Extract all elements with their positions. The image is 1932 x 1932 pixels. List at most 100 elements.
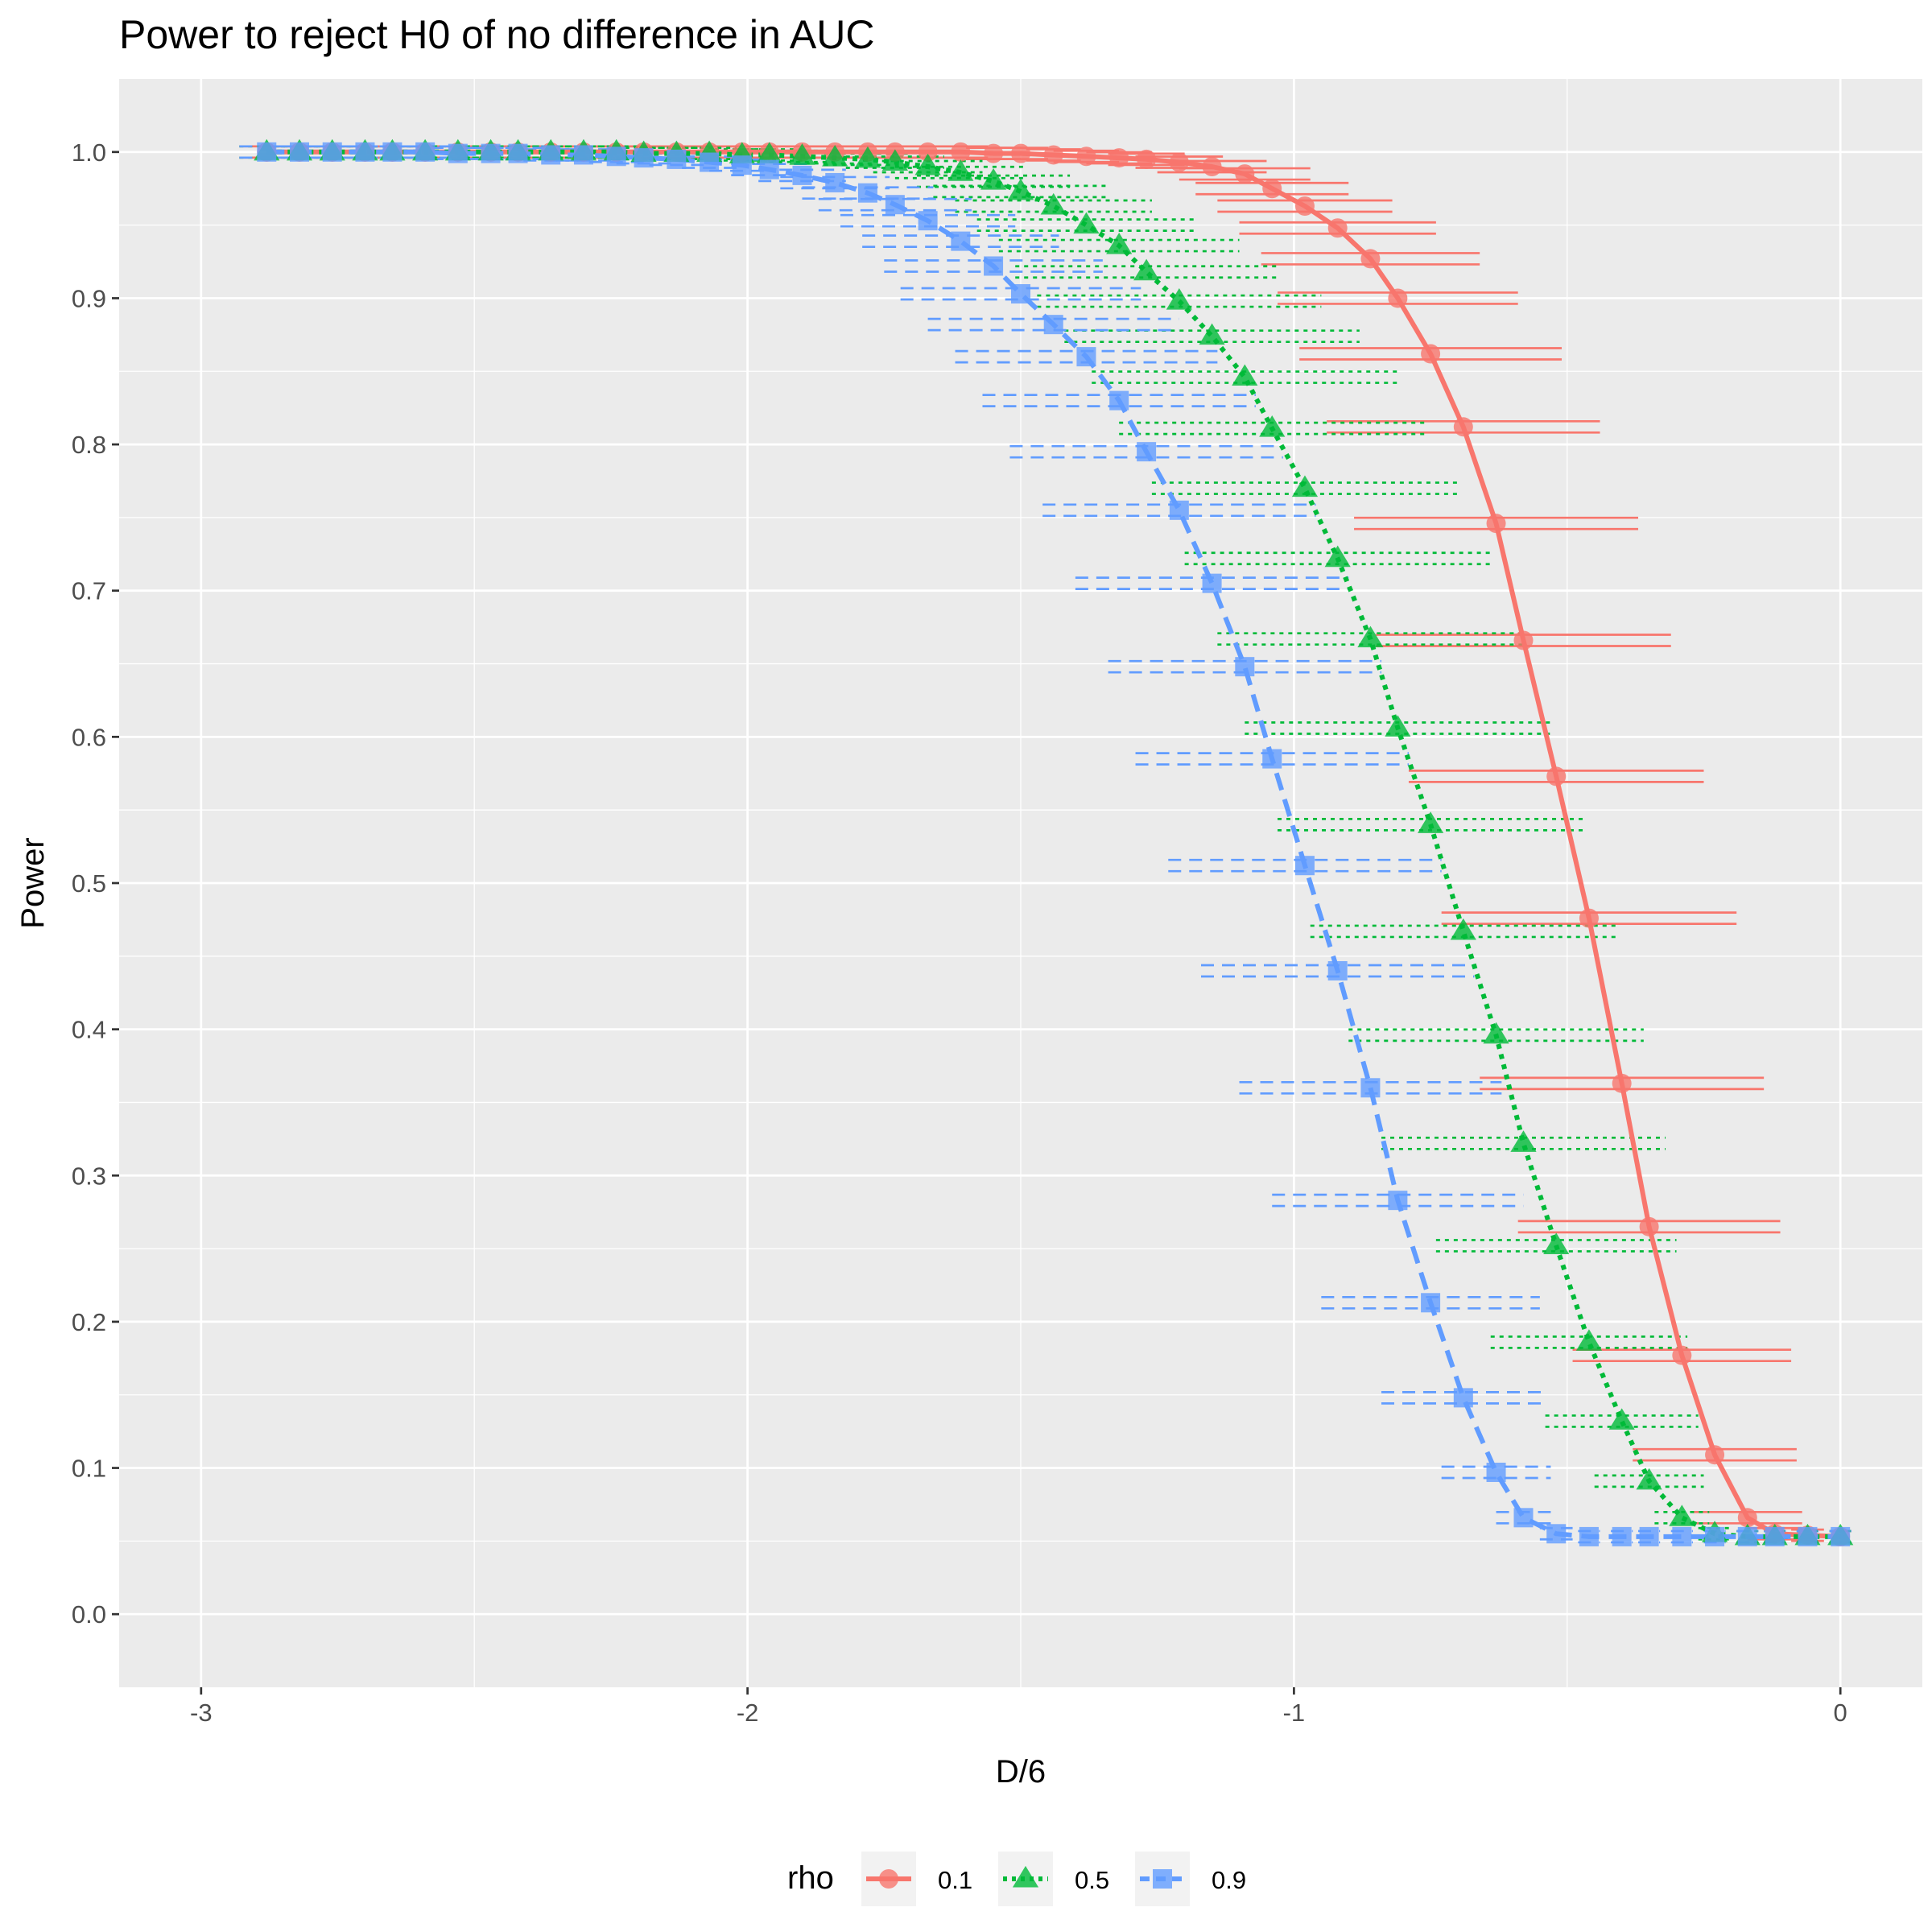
series-0-point bbox=[1076, 147, 1096, 167]
series-2-point bbox=[1798, 1526, 1818, 1546]
series-2-point bbox=[1202, 573, 1222, 593]
y-tick-label: 0.8 bbox=[72, 431, 106, 459]
series-2-point bbox=[1421, 1293, 1441, 1313]
plot-layer bbox=[239, 138, 1854, 1546]
series-1-point bbox=[789, 143, 815, 165]
series-1-point bbox=[1357, 625, 1384, 648]
series-1-point bbox=[1073, 212, 1100, 234]
y-axis: 0.0 0.1 0.2 0.3 0.4 0.5 0.6 0.7 0.8 0.9 1.0 bbox=[72, 138, 119, 1629]
legend-keys: 0.1 0.5 0.9 bbox=[861, 1852, 1246, 1906]
series-2-point bbox=[1513, 1508, 1534, 1528]
series-1-point bbox=[914, 153, 941, 175]
series-2-point bbox=[1011, 284, 1030, 304]
series-0-point bbox=[1579, 908, 1599, 928]
x-axis-title: D/6 bbox=[996, 1754, 1046, 1790]
series-2-point bbox=[573, 145, 593, 165]
series-1-point bbox=[1324, 545, 1351, 568]
legend-key-2-marker bbox=[1153, 1869, 1172, 1889]
series-0-point bbox=[1513, 630, 1534, 650]
series-2-point bbox=[1294, 856, 1315, 876]
series-2-point bbox=[951, 231, 971, 251]
series-2-point bbox=[1737, 1526, 1757, 1546]
legend-key-1-marker bbox=[1012, 1865, 1039, 1888]
series-0-point bbox=[1737, 1508, 1757, 1528]
series-2-point bbox=[700, 152, 720, 172]
series-0-point bbox=[1235, 164, 1255, 184]
series-2-point bbox=[1109, 390, 1129, 411]
series-2-point bbox=[857, 183, 877, 203]
series-0-point bbox=[1705, 1445, 1725, 1465]
series-2-point bbox=[322, 142, 342, 162]
series-0-point bbox=[1639, 1216, 1659, 1236]
series-1-point bbox=[1450, 918, 1476, 940]
series-0-point bbox=[1202, 156, 1222, 176]
series-2-point bbox=[885, 195, 905, 215]
series-2-point bbox=[481, 143, 501, 163]
series-2-point bbox=[1672, 1526, 1692, 1546]
series-1-point bbox=[1199, 323, 1225, 345]
legend: rho 0.1 0.5 0.9 bbox=[787, 1852, 1246, 1906]
series-0-point bbox=[984, 143, 1004, 163]
y-tick-label: 0.7 bbox=[72, 577, 106, 605]
series-0-point bbox=[1169, 152, 1189, 172]
series-2-point bbox=[1639, 1526, 1659, 1546]
series-2-point bbox=[792, 165, 812, 185]
series-2-point bbox=[1486, 1462, 1506, 1482]
series-1-point bbox=[1575, 1329, 1603, 1351]
y-tick-label: 0.6 bbox=[72, 723, 106, 751]
series-2-point bbox=[355, 142, 375, 162]
series-0-point bbox=[918, 142, 938, 162]
series-0-point bbox=[1612, 1073, 1632, 1093]
series-0-point bbox=[1043, 145, 1063, 165]
series-2-point bbox=[634, 148, 654, 168]
series-1-point bbox=[1510, 1130, 1537, 1152]
y-tick-label: 0.5 bbox=[72, 869, 106, 898]
series-points bbox=[254, 138, 1854, 1546]
series-2-point bbox=[1169, 500, 1189, 520]
series-2-point bbox=[1327, 960, 1348, 980]
series-2-point bbox=[1453, 1388, 1473, 1408]
series-2-point bbox=[606, 147, 626, 167]
series-2-point bbox=[1043, 315, 1063, 335]
series-1-point bbox=[854, 146, 881, 168]
series-0-point bbox=[1294, 196, 1315, 217]
series-2-point bbox=[984, 256, 1004, 276]
series-1-point bbox=[1291, 475, 1319, 497]
series-1-point bbox=[1483, 1022, 1509, 1044]
series-0-point bbox=[1137, 149, 1157, 169]
series-1-point bbox=[756, 142, 782, 163]
y-tick-label: 1.0 bbox=[72, 138, 106, 167]
series-2-point bbox=[1262, 749, 1282, 769]
series-2-point bbox=[1612, 1526, 1632, 1546]
y-tick-label: 0.9 bbox=[72, 284, 106, 312]
x-tick-label: -2 bbox=[737, 1699, 759, 1727]
series-1-point bbox=[1608, 1408, 1635, 1430]
series-0-point bbox=[1421, 344, 1441, 364]
y-tick-label: 0.4 bbox=[72, 1016, 106, 1044]
series-2-point bbox=[415, 142, 436, 162]
series-2-point bbox=[448, 143, 468, 163]
series-1-point bbox=[1040, 192, 1067, 215]
series-2-point bbox=[1235, 657, 1255, 677]
legend-label-2: 0.9 bbox=[1212, 1866, 1246, 1894]
series-1-point bbox=[1385, 715, 1411, 737]
series-2-point bbox=[541, 145, 561, 165]
series-0-point bbox=[1360, 249, 1381, 269]
series-2-point bbox=[1388, 1191, 1408, 1211]
y-tick-label: 0.2 bbox=[72, 1308, 106, 1336]
series-0-point bbox=[1486, 514, 1506, 534]
series-2-point bbox=[667, 149, 687, 169]
series-2-point bbox=[1831, 1526, 1851, 1546]
series-2-point bbox=[382, 142, 402, 162]
series-1-point bbox=[1417, 811, 1444, 833]
series-2-point bbox=[508, 143, 528, 163]
series-2-point bbox=[1546, 1524, 1567, 1544]
legend-label-0: 0.1 bbox=[938, 1866, 972, 1894]
series-1-point bbox=[1232, 364, 1258, 386]
series-0-point bbox=[1262, 179, 1282, 199]
series-1-point bbox=[1259, 415, 1286, 437]
series-2-point bbox=[759, 159, 779, 180]
series-0-point bbox=[1453, 417, 1473, 437]
series-2-point bbox=[257, 142, 277, 162]
x-tick-label: -3 bbox=[190, 1699, 213, 1727]
